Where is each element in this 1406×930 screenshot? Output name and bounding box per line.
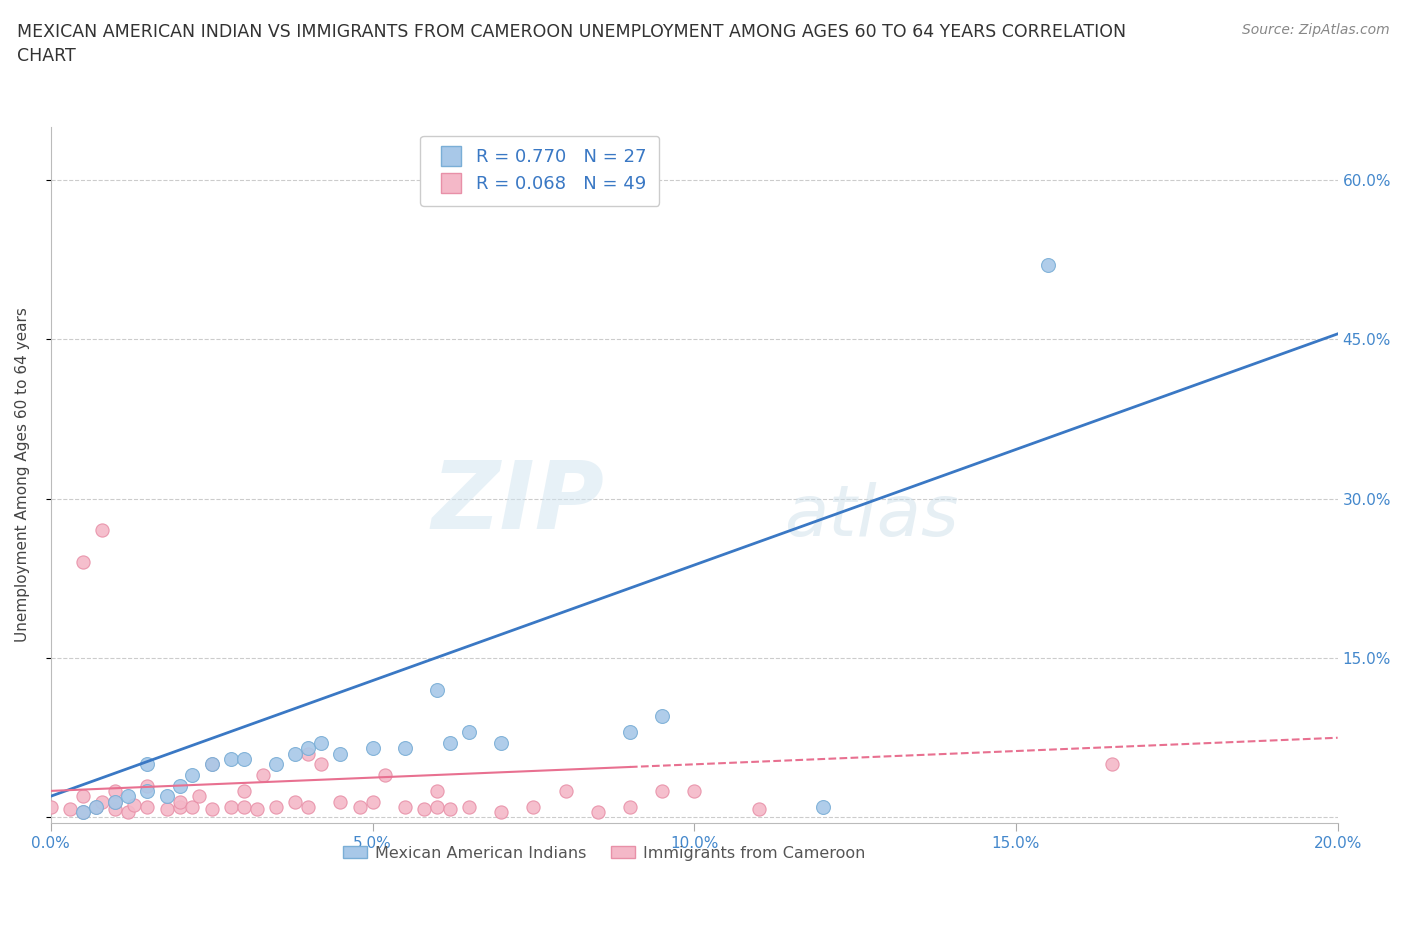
Point <box>394 800 416 815</box>
Text: ZIP: ZIP <box>432 457 605 549</box>
Point <box>426 800 449 815</box>
Point <box>458 800 481 815</box>
Y-axis label: Unemployment Among Ages 60 to 64 years: Unemployment Among Ages 60 to 64 years <box>15 307 30 642</box>
Point <box>426 783 449 798</box>
Point <box>136 800 159 815</box>
Point <box>374 767 396 782</box>
Point <box>683 783 706 798</box>
Point <box>232 751 254 766</box>
Point <box>651 783 673 798</box>
Point <box>586 804 609 819</box>
Point <box>219 800 242 815</box>
Point <box>252 767 274 782</box>
Point <box>39 800 62 815</box>
Point <box>619 800 641 815</box>
Point <box>187 789 209 804</box>
Point <box>1036 258 1059 272</box>
Point <box>181 800 204 815</box>
Point <box>201 757 224 772</box>
Point <box>309 757 332 772</box>
Point <box>264 800 287 815</box>
Point <box>72 555 94 570</box>
Point <box>84 800 107 815</box>
Point <box>91 523 114 538</box>
Point <box>329 746 352 761</box>
Point <box>117 789 139 804</box>
Point <box>84 800 107 815</box>
Point <box>169 778 191 793</box>
Point <box>297 746 319 761</box>
Point <box>349 800 371 815</box>
Point <box>104 783 127 798</box>
Point <box>169 800 191 815</box>
Point <box>91 794 114 809</box>
Point <box>522 800 544 815</box>
Point <box>201 757 224 772</box>
Point <box>811 800 834 815</box>
Point <box>169 794 191 809</box>
Point <box>219 751 242 766</box>
Point <box>104 794 127 809</box>
Point <box>361 794 384 809</box>
Point <box>284 746 307 761</box>
Point <box>59 802 82 817</box>
Point <box>439 802 461 817</box>
Point <box>651 709 673 724</box>
Point <box>329 794 352 809</box>
Text: MEXICAN AMERICAN INDIAN VS IMMIGRANTS FROM CAMEROON UNEMPLOYMENT AMONG AGES 60 T: MEXICAN AMERICAN INDIAN VS IMMIGRANTS FR… <box>17 23 1126 65</box>
Point <box>554 783 576 798</box>
Point <box>361 741 384 756</box>
Point <box>1101 757 1123 772</box>
Point <box>489 736 512 751</box>
Point <box>458 725 481 740</box>
Point <box>181 767 204 782</box>
Point <box>104 802 127 817</box>
Point <box>72 804 94 819</box>
Point <box>72 804 94 819</box>
Point <box>439 736 461 751</box>
Point <box>72 789 94 804</box>
Point <box>284 794 307 809</box>
Point <box>156 789 179 804</box>
Text: Source: ZipAtlas.com: Source: ZipAtlas.com <box>1241 23 1389 37</box>
Point <box>136 757 159 772</box>
Point <box>232 783 254 798</box>
Point <box>264 757 287 772</box>
Point <box>136 783 159 798</box>
Point <box>748 802 770 817</box>
Text: atlas: atlas <box>785 482 959 551</box>
Point <box>394 741 416 756</box>
Point <box>104 794 127 809</box>
Point <box>619 725 641 740</box>
Point <box>201 802 224 817</box>
Point <box>309 736 332 751</box>
Point <box>117 804 139 819</box>
Point <box>426 683 449 698</box>
Point <box>297 741 319 756</box>
Point <box>136 778 159 793</box>
Point <box>124 797 146 812</box>
Point <box>246 802 269 817</box>
Point <box>232 800 254 815</box>
Point <box>297 800 319 815</box>
Point <box>489 804 512 819</box>
Point <box>413 802 436 817</box>
Point <box>156 802 179 817</box>
Legend: Mexican American Indians, Immigrants from Cameroon: Mexican American Indians, Immigrants fro… <box>337 839 872 867</box>
